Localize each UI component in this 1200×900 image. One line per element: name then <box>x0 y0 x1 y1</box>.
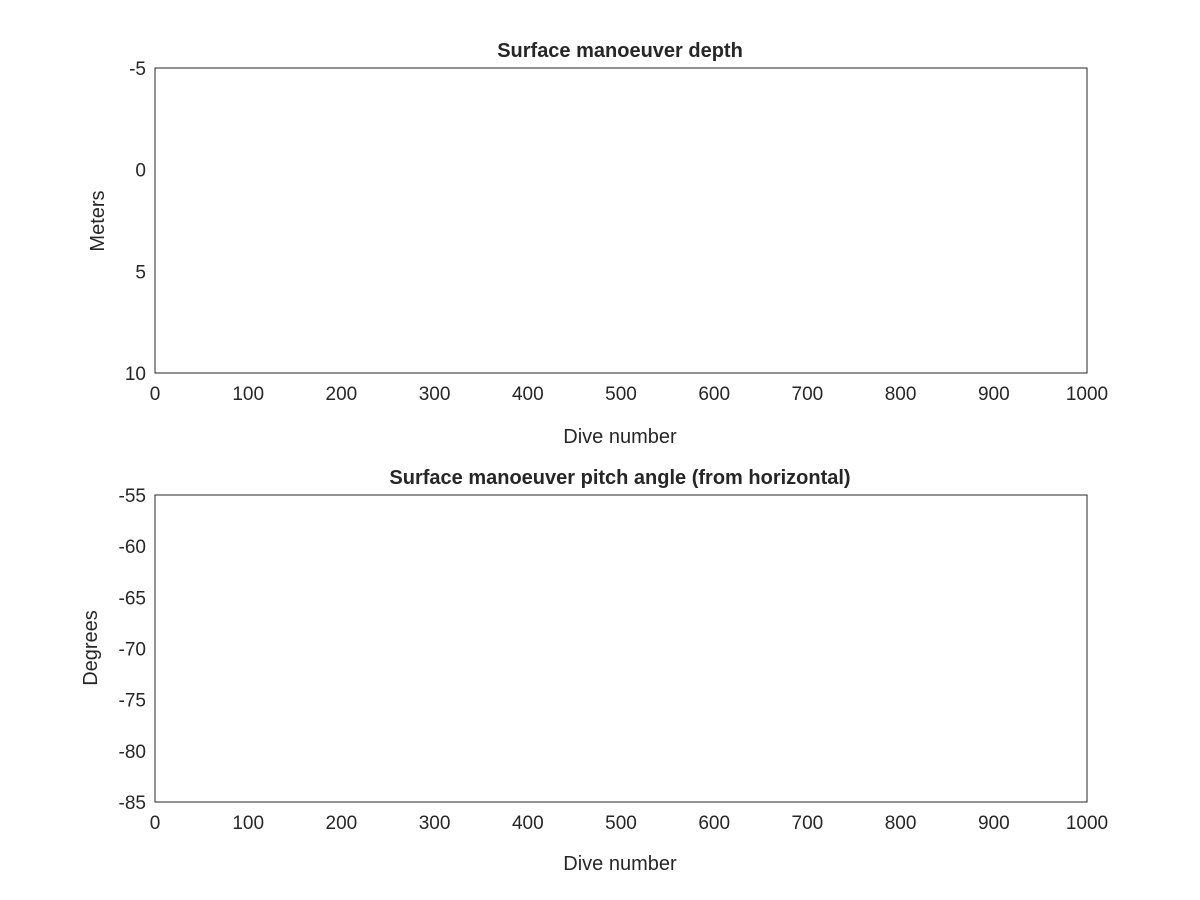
pitch-x-tick-label: 200 <box>326 813 358 834</box>
pitch-x-tick-label: 500 <box>605 813 637 834</box>
pitch-x-tick-label: 1000 <box>1066 813 1108 834</box>
pitch-y-tick-label: -60 <box>119 537 146 558</box>
depth-x-tick-label: 0 <box>150 384 161 405</box>
depth-x-axis-label: Dive number <box>563 426 677 448</box>
depth-x-tick-label: 200 <box>326 384 358 405</box>
depth-x-tick-label: 900 <box>978 384 1010 405</box>
pitch-chart-title: Surface manoeuver pitch angle (from hori… <box>389 467 850 489</box>
depth-x-tick-label: 300 <box>419 384 451 405</box>
depth-axes-frame <box>154 67 1088 374</box>
depth-x-tick-label: 1000 <box>1066 384 1108 405</box>
pitch-y-tick-label: -80 <box>119 742 146 763</box>
depth-x-tick-label: 100 <box>232 384 264 405</box>
pitch-y-axis-label: Degrees <box>80 610 102 686</box>
pitch-x-tick-label: 800 <box>885 813 917 834</box>
depth-x-tick-label: 500 <box>605 384 637 405</box>
pitch-x-tick-label: 900 <box>978 813 1010 834</box>
depth-y-tick-label: -5 <box>129 59 146 80</box>
depth-x-tick-label: 600 <box>698 384 730 405</box>
depth-chart-title: Surface manoeuver depth <box>497 40 743 62</box>
pitch-x-axis-label: Dive number <box>563 853 677 875</box>
depth-y-tick-label: 5 <box>135 262 146 283</box>
depth-chart-panel: Surface manoeuver depth 0 100 200 300 400 500… <box>87 40 1108 448</box>
pitch-y-tick-label: -70 <box>119 640 146 661</box>
pitch-y-tick-label: -55 <box>119 486 146 507</box>
pitch-x-tick-label: 300 <box>419 813 451 834</box>
depth-y-tick-label: 10 <box>125 364 146 385</box>
depth-y-tick-label: 0 <box>135 161 146 182</box>
depth-x-tick-label: 700 <box>792 384 824 405</box>
pitch-x-tick-label: 700 <box>792 813 824 834</box>
depth-x-tick-label: 400 <box>512 384 544 405</box>
pitch-axes-frame <box>154 494 1088 803</box>
pitch-x-tick-label: 0 <box>150 813 161 834</box>
pitch-y-tick-label: -85 <box>119 793 146 814</box>
pitch-x-tick-label: 100 <box>232 813 264 834</box>
depth-y-axis-label: Meters <box>87 190 109 251</box>
depth-x-tick-label: 800 <box>885 384 917 405</box>
pitch-y-tick-label: -65 <box>119 588 146 609</box>
pitch-chart-panel: Surface manoeuver pitch angle (from hori… <box>80 467 1108 875</box>
pitch-x-tick-label: 600 <box>698 813 730 834</box>
pitch-x-tick-label: 400 <box>512 813 544 834</box>
pitch-y-tick-label: -75 <box>119 691 146 712</box>
